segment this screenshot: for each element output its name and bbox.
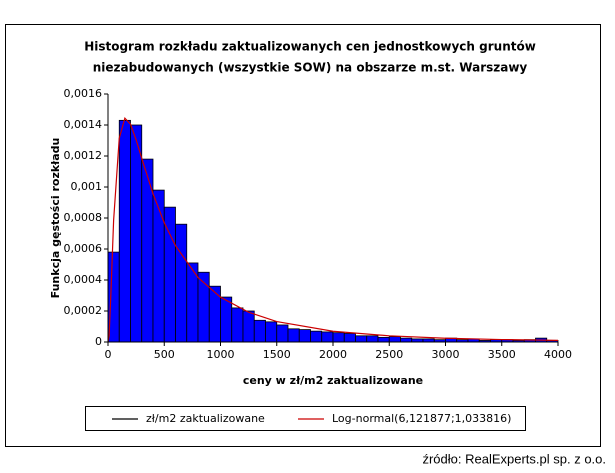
bar [310, 330, 323, 343]
y-tick-label: 0,0012 [64, 149, 103, 162]
bar [175, 223, 188, 343]
bar [242, 310, 255, 343]
legend-label: Log-normal(6,121877;1,033816) [332, 412, 511, 425]
bar [366, 335, 379, 343]
chart-frame [5, 24, 601, 447]
bar [287, 328, 300, 343]
bar [355, 335, 368, 343]
y-tick-label: 0,0002 [64, 304, 103, 317]
bar [276, 324, 289, 343]
bar [253, 319, 266, 343]
bar [343, 333, 356, 343]
x-axis-label: ceny w zł/m2 zaktualizowane [243, 374, 423, 387]
y-tick-label: 0,0004 [64, 273, 103, 286]
bar [265, 321, 278, 343]
bar [208, 285, 221, 343]
bar [231, 307, 244, 343]
bar [388, 336, 401, 343]
legend-label: zł/m2 zaktualizowane [146, 412, 265, 425]
bar [377, 336, 390, 343]
y-tick-label: 0,0016 [64, 87, 103, 100]
bar [220, 296, 233, 343]
x-tick-label: 4000 [544, 348, 572, 361]
chart-title: Histogram rozkładu zaktualizowanych cen … [84, 40, 536, 54]
x-tick-label: 2500 [375, 348, 403, 361]
bar [400, 337, 413, 343]
x-tick-label: 2000 [319, 348, 347, 361]
x-tick-label: 3000 [432, 348, 460, 361]
x-tick-label: 1000 [207, 348, 235, 361]
y-tick-label: 0,0014 [64, 118, 103, 131]
bar [321, 331, 334, 343]
y-tick-label: 0,0008 [64, 211, 103, 224]
bar [130, 124, 143, 343]
y-tick-label: 0,001 [71, 180, 103, 193]
chart-title: niezabudowanych (wszystkie SOW) na obsza… [93, 61, 528, 75]
x-tick-label: 3500 [488, 348, 516, 361]
bar [298, 329, 311, 343]
bar [152, 189, 165, 343]
x-tick-label: 1500 [263, 348, 291, 361]
y-tick-label: 0,0006 [64, 242, 103, 255]
x-tick-label: 500 [154, 348, 175, 361]
y-tick-label: 0 [95, 335, 102, 348]
bar [332, 332, 345, 343]
density-curve [107, 116, 559, 343]
bar [118, 119, 131, 343]
y-axis-label: Funkcja gęstości rozkładu [49, 138, 62, 299]
source-note: źródło: RealExperts.pl sp. z o.o. [422, 451, 606, 466]
x-tick-label: 0 [105, 348, 112, 361]
